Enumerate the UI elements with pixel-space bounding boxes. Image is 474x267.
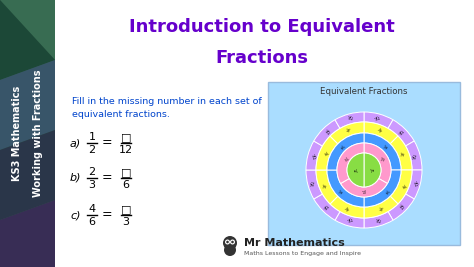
Wedge shape — [364, 122, 398, 144]
Wedge shape — [335, 112, 364, 128]
Wedge shape — [314, 120, 340, 146]
Text: ¹⁄₁₂: ¹⁄₁₂ — [310, 152, 316, 160]
Wedge shape — [316, 136, 338, 170]
FancyBboxPatch shape — [55, 0, 474, 267]
Wedge shape — [364, 170, 401, 207]
Text: KS3 Mathematics: KS3 Mathematics — [12, 85, 22, 180]
Wedge shape — [364, 211, 393, 228]
Text: ¹⁄₁₂: ¹⁄₁₂ — [322, 128, 330, 137]
Text: □: □ — [121, 167, 131, 177]
Text: 3: 3 — [89, 180, 95, 190]
Text: 1: 1 — [89, 132, 95, 142]
Text: ¹⁄₁₂: ¹⁄₁₂ — [412, 180, 419, 187]
Text: ¹⁄₄: ¹⁄₄ — [383, 144, 390, 151]
Text: 12: 12 — [119, 145, 133, 155]
Wedge shape — [388, 194, 414, 220]
Text: ¹⁄₈: ¹⁄₈ — [345, 206, 351, 213]
Text: ¹⁄₄: ¹⁄₄ — [338, 189, 345, 196]
Wedge shape — [388, 120, 414, 146]
Text: ¹⁄₁₂: ¹⁄₁₂ — [412, 152, 419, 160]
Text: c): c) — [70, 210, 81, 220]
Circle shape — [231, 241, 234, 243]
Wedge shape — [364, 143, 391, 183]
Text: Fractions: Fractions — [216, 49, 309, 67]
Text: ¹⁄₁₂: ¹⁄₁₂ — [374, 218, 382, 225]
Wedge shape — [327, 170, 364, 207]
Text: ¹⁄₄: ¹⁄₄ — [383, 189, 390, 196]
Text: 2: 2 — [89, 167, 96, 177]
Polygon shape — [0, 130, 55, 220]
Polygon shape — [0, 60, 55, 150]
Wedge shape — [337, 143, 364, 183]
Text: Working with Fractions: Working with Fractions — [33, 69, 43, 197]
Text: ¹⁄₃: ¹⁄₃ — [380, 156, 386, 162]
Text: b): b) — [70, 173, 82, 183]
Wedge shape — [327, 133, 364, 170]
Text: ¹⁄₄: ¹⁄₄ — [338, 144, 345, 151]
Text: ¹⁄₁₂: ¹⁄₁₂ — [397, 128, 406, 137]
Circle shape — [225, 239, 230, 245]
Text: Mr Mathematics: Mr Mathematics — [244, 238, 345, 248]
Wedge shape — [330, 122, 364, 144]
Text: ¹⁄₂: ¹⁄₂ — [371, 168, 376, 172]
Circle shape — [224, 244, 236, 256]
Text: ¹⁄₁₂: ¹⁄₁₂ — [374, 116, 382, 122]
Text: equivalent fractions.: equivalent fractions. — [72, 110, 170, 119]
Wedge shape — [341, 179, 387, 197]
Text: ¹⁄₈: ¹⁄₈ — [377, 206, 383, 213]
Wedge shape — [347, 153, 364, 187]
Text: ¹⁄₁₂: ¹⁄₁₂ — [346, 116, 354, 122]
Text: Fill in the missing number in each set of: Fill in the missing number in each set o… — [72, 97, 262, 106]
Text: =: = — [102, 171, 112, 184]
Text: □: □ — [121, 132, 131, 142]
Text: =: = — [102, 136, 112, 150]
Wedge shape — [314, 194, 340, 220]
Wedge shape — [390, 170, 412, 204]
Wedge shape — [364, 196, 398, 218]
Polygon shape — [0, 0, 55, 80]
Text: ¹⁄₈: ¹⁄₈ — [321, 151, 328, 157]
Text: 6: 6 — [89, 217, 95, 227]
Wedge shape — [306, 141, 322, 170]
Text: 6: 6 — [122, 180, 129, 190]
Text: 3: 3 — [122, 217, 129, 227]
Text: Maths Lessons to Engage and Inspire: Maths Lessons to Engage and Inspire — [244, 250, 361, 256]
Polygon shape — [0, 200, 55, 267]
Text: ¹⁄₂: ¹⁄₂ — [352, 168, 357, 172]
Wedge shape — [335, 211, 364, 228]
Wedge shape — [306, 170, 322, 199]
Text: ¹⁄₃: ¹⁄₃ — [342, 156, 348, 162]
Text: =: = — [102, 209, 112, 222]
Polygon shape — [0, 0, 55, 267]
Wedge shape — [364, 133, 401, 170]
Text: Introduction to Equivalent: Introduction to Equivalent — [129, 18, 395, 36]
Text: ¹⁄₈: ¹⁄₈ — [377, 128, 383, 134]
Wedge shape — [316, 170, 338, 204]
Wedge shape — [364, 112, 393, 128]
Text: ¹⁄₈: ¹⁄₈ — [345, 128, 351, 134]
Circle shape — [223, 236, 237, 250]
Text: □: □ — [121, 204, 131, 214]
Text: ¹⁄₁₂: ¹⁄₁₂ — [310, 180, 316, 187]
Text: 4: 4 — [89, 204, 96, 214]
FancyBboxPatch shape — [268, 82, 460, 245]
Wedge shape — [390, 136, 412, 170]
Text: ¹⁄₁₂: ¹⁄₁₂ — [346, 218, 354, 225]
Wedge shape — [406, 170, 422, 199]
Text: a): a) — [70, 138, 81, 148]
Text: ¹⁄₃: ¹⁄₃ — [362, 190, 366, 194]
Wedge shape — [364, 153, 381, 187]
Circle shape — [230, 239, 235, 245]
Text: ¹⁄₈: ¹⁄₈ — [400, 151, 407, 157]
Wedge shape — [406, 141, 422, 170]
Text: ¹⁄₈: ¹⁄₈ — [400, 183, 407, 189]
Polygon shape — [0, 0, 55, 60]
Text: ¹⁄₁₂: ¹⁄₁₂ — [322, 203, 330, 211]
Text: Equivalent Fractions: Equivalent Fractions — [320, 88, 408, 96]
Text: ¹⁄₈: ¹⁄₈ — [321, 183, 328, 189]
Wedge shape — [330, 196, 364, 218]
Text: 2: 2 — [89, 145, 96, 155]
Text: ¹⁄₁₂: ¹⁄₁₂ — [397, 203, 406, 211]
Circle shape — [226, 241, 229, 243]
